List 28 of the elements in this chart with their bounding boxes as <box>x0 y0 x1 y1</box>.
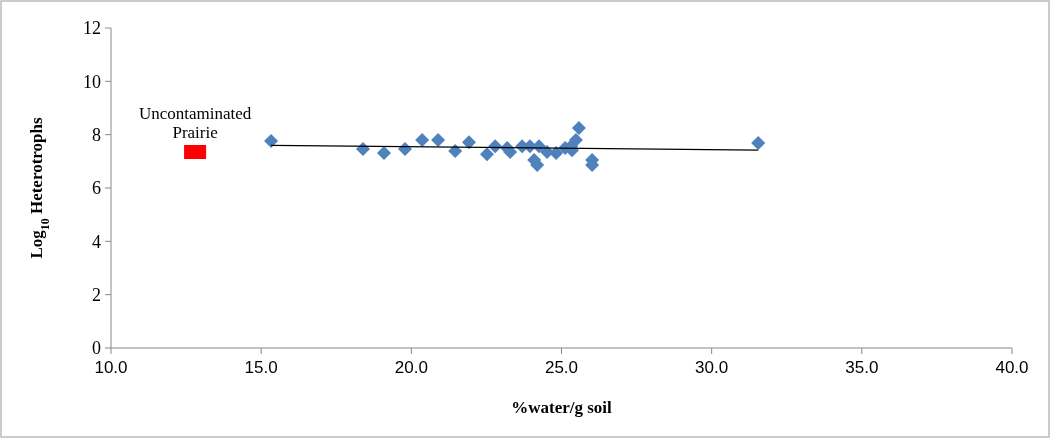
point <box>377 146 391 161</box>
point <box>462 135 476 150</box>
series-label: Uncontaminated Prairie <box>138 104 252 142</box>
x-tick-label: 30.0 <box>695 358 729 377</box>
point <box>264 134 279 149</box>
x-tick-label: 10.0 <box>94 358 128 377</box>
x-tick-label: 20.0 <box>394 358 428 377</box>
x-tick-label: 25.0 <box>544 358 579 377</box>
point <box>398 142 413 157</box>
y-tick-label: 0 <box>92 338 101 359</box>
y-tick-label: 6 <box>92 178 101 199</box>
point <box>571 121 586 135</box>
y-tick-label: 2 <box>92 284 101 305</box>
point <box>431 133 446 147</box>
point <box>568 133 583 147</box>
x-tick-label: 35.0 <box>845 358 879 377</box>
x-axis-title: %water/g soil <box>511 398 613 417</box>
point <box>480 147 495 162</box>
y-tick-label: 12 <box>83 18 101 39</box>
point <box>751 135 766 150</box>
y-tick-label: 8 <box>92 124 101 145</box>
x-tick-label: 15.0 <box>244 358 278 377</box>
point <box>549 146 564 161</box>
y-tick-label: 10 <box>83 71 101 92</box>
y-tick-label: 4 <box>92 231 101 252</box>
point <box>415 133 430 147</box>
point <box>355 142 370 157</box>
x-tick-label: 40.0 <box>995 358 1029 377</box>
